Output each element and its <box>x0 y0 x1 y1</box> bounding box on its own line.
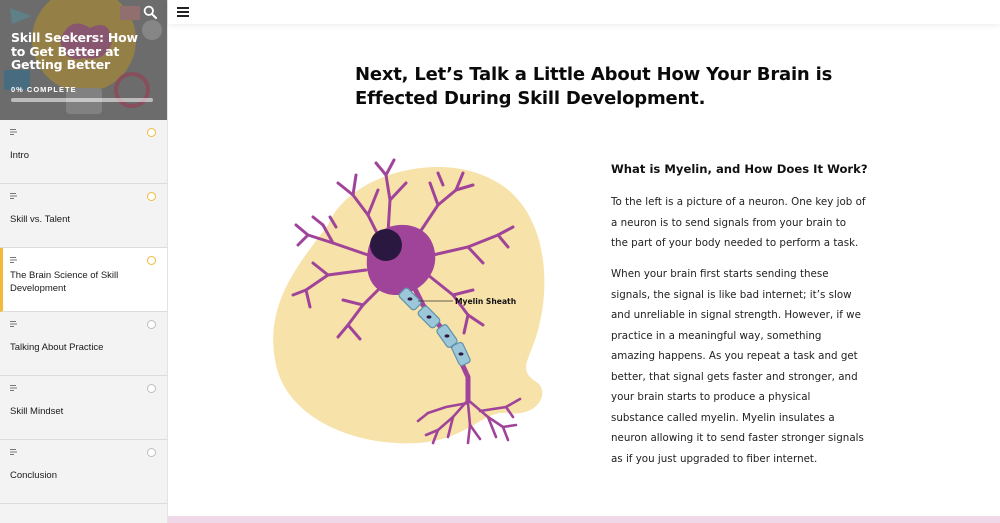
lesson-item-skill-vs-talent[interactable]: Skill vs. Talent <box>0 184 167 248</box>
lesson-label: The Brain Science of Skill Development <box>10 270 119 294</box>
course-hero: Skill Seekers: How to Get Better at Gett… <box>0 0 167 120</box>
myelin-sheath-label: Myelin Sheath <box>455 297 516 306</box>
lesson-list: Intro Skill vs. Talent The Brain Science… <box>0 120 167 504</box>
text-lesson-icon <box>10 449 17 455</box>
section-subheading: What is Myelin, and How Does It Work? <box>611 162 868 176</box>
lesson-status-icon <box>147 192 156 201</box>
course-sidebar: Skill Seekers: How to Get Better at Gett… <box>0 0 168 523</box>
lesson-item-intro[interactable]: Intro <box>0 120 167 184</box>
axon-terminals <box>416 397 522 445</box>
lesson-label: Conclusion <box>10 470 57 481</box>
text-lesson-icon <box>10 193 17 199</box>
lesson-item-talking-about-practice[interactable]: Talking About Practice <box>0 312 167 376</box>
text-lesson-icon <box>10 385 17 391</box>
lesson-label: Talking About Practice <box>10 342 104 353</box>
course-title: Skill Seekers: How to Get Better at Gett… <box>11 30 138 72</box>
neuron-dendrites <box>291 158 515 341</box>
neuron-illustration: Myelin Sheath <box>273 158 545 445</box>
lesson-item-skill-mindset[interactable]: Skill Mindset <box>0 376 167 440</box>
text-lesson-icon <box>10 129 17 135</box>
search-icon[interactable] <box>143 5 157 19</box>
paragraph-intro: To the left is a picture of a neuron. On… <box>611 196 866 249</box>
lesson-heading: Next, Let’s Talk a Little About How Your… <box>355 64 833 109</box>
top-bar <box>168 0 1000 24</box>
lesson-label: Skill vs. Talent <box>10 214 71 225</box>
lesson-label: Skill Mindset <box>10 406 64 417</box>
lesson-item-conclusion[interactable]: Conclusion <box>0 440 167 504</box>
next-section-strip <box>168 516 1000 523</box>
course-progress-label: 0% COMPLETE <box>11 85 77 94</box>
text-lesson-icon <box>10 257 17 263</box>
lesson-status-icon <box>147 384 156 393</box>
lesson-status-icon <box>147 320 156 329</box>
menu-toggle-icon[interactable] <box>177 7 189 17</box>
text-lesson-icon <box>10 321 17 327</box>
lesson-status-icon <box>147 128 156 137</box>
neuron-nucleus <box>370 229 402 261</box>
lesson-item-brain-science[interactable]: The Brain Science of Skill Development <box>0 248 167 312</box>
course-progress-bar <box>11 98 153 102</box>
lesson-content: Next, Let’s Talk a Little About How Your… <box>168 0 1000 523</box>
lesson-status-icon <box>147 256 156 265</box>
myelin-nuclei <box>407 297 464 356</box>
paragraph-myelin: When your brain first starts sending the… <box>611 268 864 465</box>
lesson-label: Intro <box>10 150 30 161</box>
lesson-status-icon <box>147 448 156 457</box>
